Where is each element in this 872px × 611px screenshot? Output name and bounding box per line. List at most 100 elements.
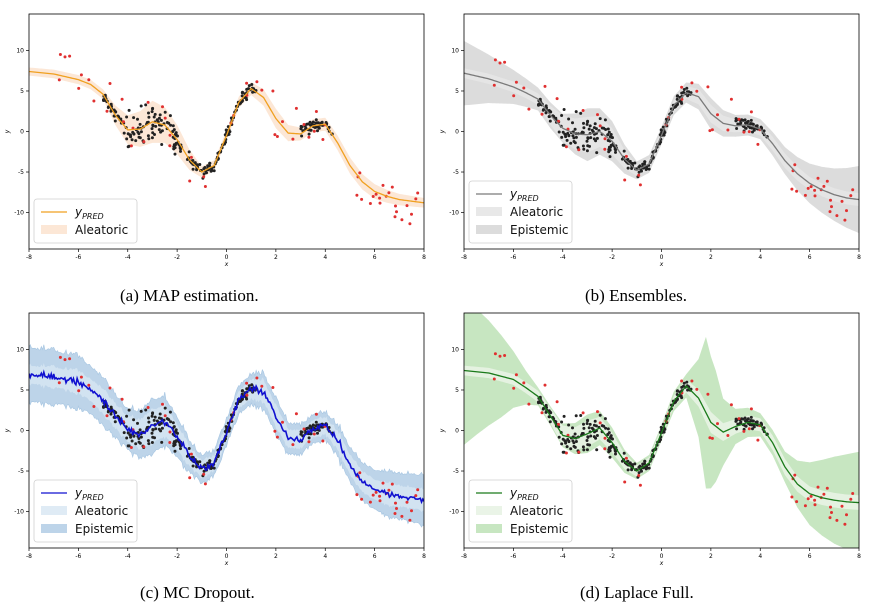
train-point [603, 118, 607, 122]
noisy-point [314, 412, 318, 416]
noisy-point [543, 84, 547, 88]
train-point [537, 400, 541, 404]
train-point [158, 412, 162, 416]
train-point [560, 442, 564, 446]
x-tick-label: 6 [373, 254, 377, 261]
x-tick-label: -4 [125, 553, 131, 560]
y-tick-label: -10 [14, 509, 24, 516]
noisy-point [492, 377, 496, 381]
train-point [579, 111, 583, 115]
train-point [202, 172, 206, 176]
x-tick-label: -8 [461, 553, 467, 560]
x-axis-label: x [659, 560, 664, 567]
train-point [751, 427, 754, 431]
train-point [581, 144, 585, 148]
noisy-point [756, 438, 760, 442]
train-point [147, 420, 151, 424]
noisy-point [708, 436, 712, 440]
train-point [544, 111, 548, 115]
train-point [740, 118, 744, 122]
train-point [247, 87, 250, 91]
train-point [560, 114, 564, 117]
noisy-point [742, 429, 746, 433]
plot-area [29, 53, 424, 226]
train-point [137, 132, 141, 136]
noisy-point [302, 427, 306, 431]
noisy-point [387, 191, 391, 195]
train-point [607, 446, 611, 450]
train-point [113, 420, 117, 424]
train-point [174, 132, 178, 136]
noisy-point [822, 184, 826, 188]
train-point [167, 121, 171, 125]
x-tick-label: 4 [758, 553, 762, 560]
train-point [586, 136, 590, 140]
noisy-point [843, 218, 847, 222]
train-point [637, 170, 641, 174]
train-point [554, 116, 558, 120]
noisy-point [749, 110, 753, 114]
x-tick-label: 2 [709, 553, 713, 560]
noisy-point [527, 402, 531, 406]
train-point [144, 408, 148, 412]
train-point [585, 122, 589, 126]
noisy-point [414, 197, 418, 201]
train-point [561, 143, 565, 147]
train-point [130, 138, 134, 142]
train-point [594, 127, 598, 131]
noisy-point [77, 86, 81, 90]
train-point [146, 439, 150, 443]
noisy-point [493, 58, 497, 62]
noisy-point [202, 175, 206, 179]
mean-line [464, 72, 859, 201]
noisy-point [294, 412, 298, 416]
noisy-point [108, 82, 112, 85]
train-point [158, 423, 161, 427]
train-point [626, 158, 630, 161]
train-point [662, 430, 666, 434]
noisy-point [493, 352, 497, 356]
train-point [158, 113, 162, 117]
noisy-point [729, 403, 733, 407]
train-point [153, 415, 157, 419]
noisy-point [168, 441, 172, 444]
train-point [160, 426, 164, 430]
train-point [557, 435, 561, 439]
train-point [626, 459, 630, 463]
train-point [247, 84, 251, 88]
legend: yPRED Aleatoric Epistemic [33, 479, 138, 543]
panel-laplace: -8 -6 -4 -2 0 2 4 6 8 -10 -5 0 5 10 x y yPRED Aleatoric Ep… [439, 312, 861, 567]
train-point [167, 418, 171, 422]
train-point [137, 437, 141, 440]
train-point [314, 424, 318, 428]
train-point [251, 90, 255, 94]
noisy-point [203, 185, 207, 188]
train-point [595, 136, 599, 140]
y-tick-label: 0 [20, 428, 24, 435]
noisy-point [394, 501, 397, 505]
train-point [126, 431, 130, 435]
noisy-point [108, 386, 112, 390]
train-point [548, 420, 552, 424]
train-point [644, 168, 648, 171]
train-point [147, 416, 150, 420]
train-point [560, 135, 564, 139]
caption-map: (a) MAP estimation. [120, 286, 259, 305]
noisy-point [189, 155, 193, 159]
x-tick-label: 6 [373, 553, 377, 560]
train-point [614, 150, 617, 154]
train-point [574, 110, 578, 114]
train-point [137, 440, 141, 444]
train-point [227, 429, 231, 433]
train-point [626, 468, 630, 472]
legend-label: Epistemic [510, 223, 569, 237]
train-point [609, 134, 613, 138]
noisy-point [845, 513, 848, 517]
train-point [598, 117, 602, 121]
train-point [314, 121, 318, 125]
noisy-point [829, 505, 832, 509]
train-point [169, 123, 173, 127]
train-point [740, 417, 744, 421]
noisy-point [835, 518, 839, 522]
noisy-point [371, 493, 375, 497]
